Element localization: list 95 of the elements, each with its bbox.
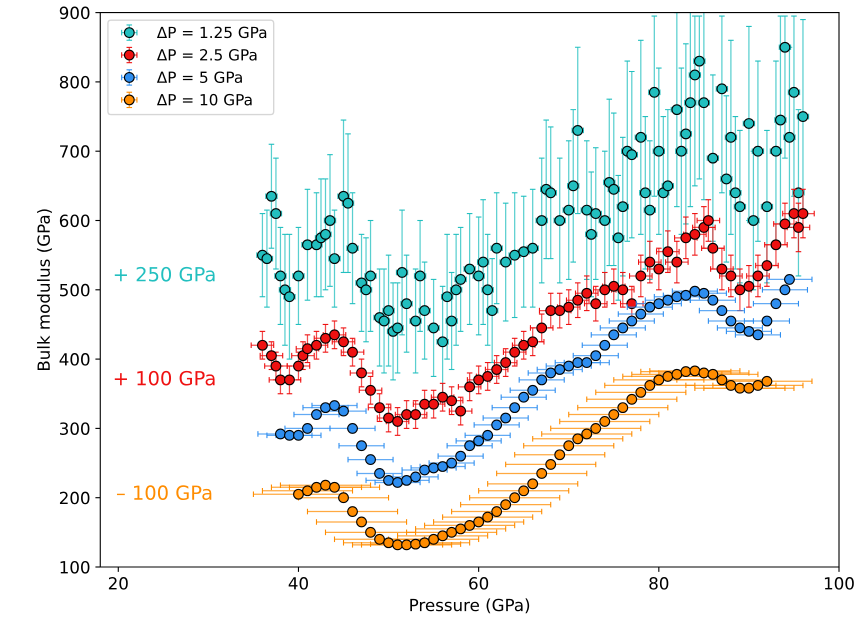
- point: [662, 371, 674, 382]
- point: [572, 433, 584, 444]
- point: [302, 485, 313, 496]
- point: [680, 366, 692, 377]
- point: [689, 286, 700, 297]
- point: [707, 368, 718, 380]
- point: [617, 402, 628, 414]
- point: [482, 512, 494, 523]
- point: [473, 435, 484, 446]
- point: [455, 450, 466, 462]
- point: [419, 537, 430, 548]
- y-tick-label: 400: [60, 353, 90, 366]
- x-tick-label: 20: [108, 577, 128, 590]
- point: [536, 468, 548, 479]
- legend-label: ΔP = 1.25 GPa: [156, 26, 266, 38]
- point: [599, 416, 610, 427]
- point: [419, 464, 430, 476]
- y-tick-label: 800: [60, 76, 90, 88]
- point: [554, 449, 566, 460]
- point: [744, 382, 754, 394]
- y-tick-label: 500: [60, 284, 90, 296]
- point: [437, 530, 448, 542]
- point: [329, 482, 340, 493]
- point: [725, 316, 736, 326]
- y-tick-label: 100: [60, 560, 90, 574]
- y-tick-label: 900: [60, 6, 90, 20]
- point: [401, 539, 412, 550]
- point: [707, 294, 718, 306]
- point: [644, 380, 656, 391]
- point: [509, 492, 520, 504]
- annotation: + 100 GPa: [114, 370, 215, 386]
- y-tick-label: 300: [60, 422, 90, 435]
- point: [293, 488, 304, 500]
- x-tick-label: 80: [649, 577, 668, 590]
- point: [518, 485, 530, 496]
- point: [698, 368, 710, 378]
- point: [338, 492, 349, 504]
- legend-label: ΔP = 5 GPa: [156, 71, 242, 84]
- x-tick-label: 60: [469, 577, 488, 590]
- point: [563, 440, 574, 452]
- point: [320, 480, 331, 491]
- point: [608, 409, 620, 420]
- point: [752, 380, 764, 391]
- point: [689, 365, 700, 376]
- point: [662, 294, 674, 306]
- point: [347, 506, 358, 517]
- y-tick-label: 200: [60, 492, 90, 504]
- legend-label: ΔP = 2.5 GPa: [156, 49, 256, 61]
- legend-label: ΔP = 10 GPa: [156, 94, 252, 106]
- point: [698, 288, 710, 299]
- point: [365, 526, 376, 538]
- point: [392, 539, 403, 550]
- annotation: – 100 GPa: [116, 485, 212, 500]
- point: [410, 538, 421, 550]
- point: [734, 322, 746, 334]
- point: [473, 516, 484, 528]
- point: [626, 394, 638, 405]
- point: [428, 462, 440, 474]
- y-axis-title: Bulk modulus (GPa): [37, 209, 52, 370]
- point: [491, 506, 502, 517]
- point: [428, 534, 440, 545]
- point: [527, 478, 538, 490]
- x-tick-label: 40: [288, 577, 308, 590]
- point: [762, 376, 772, 387]
- point: [671, 291, 682, 302]
- point: [491, 420, 502, 430]
- point: [545, 459, 556, 470]
- point: [590, 422, 602, 434]
- y-tick-label: 600: [60, 214, 90, 228]
- point: [437, 461, 448, 472]
- point: [446, 526, 458, 538]
- x-axis-title: Pressure (GPa): [410, 598, 530, 614]
- annotation: + 250 GPa: [114, 266, 215, 282]
- point: [500, 499, 512, 510]
- point: [599, 340, 610, 351]
- point: [716, 374, 728, 386]
- point: [464, 520, 476, 531]
- point: [716, 305, 728, 316]
- point: [356, 516, 367, 528]
- point: [734, 382, 746, 394]
- point: [446, 458, 458, 468]
- point: [455, 523, 466, 534]
- point: [671, 368, 682, 380]
- point: [383, 537, 394, 548]
- point: [680, 290, 692, 301]
- y-tick-label: 700: [60, 145, 90, 158]
- point: [635, 386, 646, 398]
- x-tick-label: 100: [824, 577, 854, 590]
- point: [311, 482, 322, 493]
- point: [482, 430, 494, 441]
- point: [653, 374, 664, 386]
- point: [581, 428, 592, 440]
- point: [374, 534, 385, 545]
- point: [725, 380, 736, 391]
- point: [464, 440, 476, 452]
